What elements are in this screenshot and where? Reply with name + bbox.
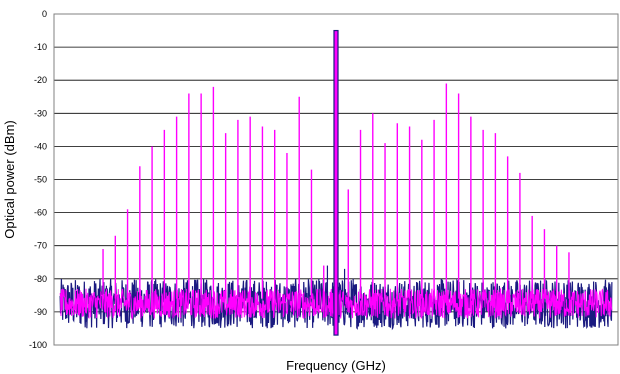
y-tick-label: -20 [34, 75, 47, 85]
plot-frame [53, 13, 619, 346]
y-tick-label: -60 [34, 208, 47, 218]
carrier-line [333, 29, 339, 336]
y-tick-label: -80 [34, 274, 47, 284]
y-tick-label: -100 [29, 340, 47, 350]
y-tick-label: -30 [34, 108, 47, 118]
y-tick-label: -10 [34, 42, 47, 52]
y-tick-label: 0 [42, 9, 47, 19]
y-tick-label: -50 [34, 175, 47, 185]
y-tick-label: -90 [34, 307, 47, 317]
y-tick-label: -40 [34, 141, 47, 151]
y-tick-label: -70 [34, 241, 47, 251]
x-axis-title: Frequency (GHz) [286, 358, 386, 373]
data-series [102, 29, 570, 336]
y-axis-title: Optical power (dBm) [2, 120, 17, 238]
y-tick-labels: 0 -10 -20 -30 -40 -50 -60 -70 -80 -90 -100 [29, 9, 47, 350]
